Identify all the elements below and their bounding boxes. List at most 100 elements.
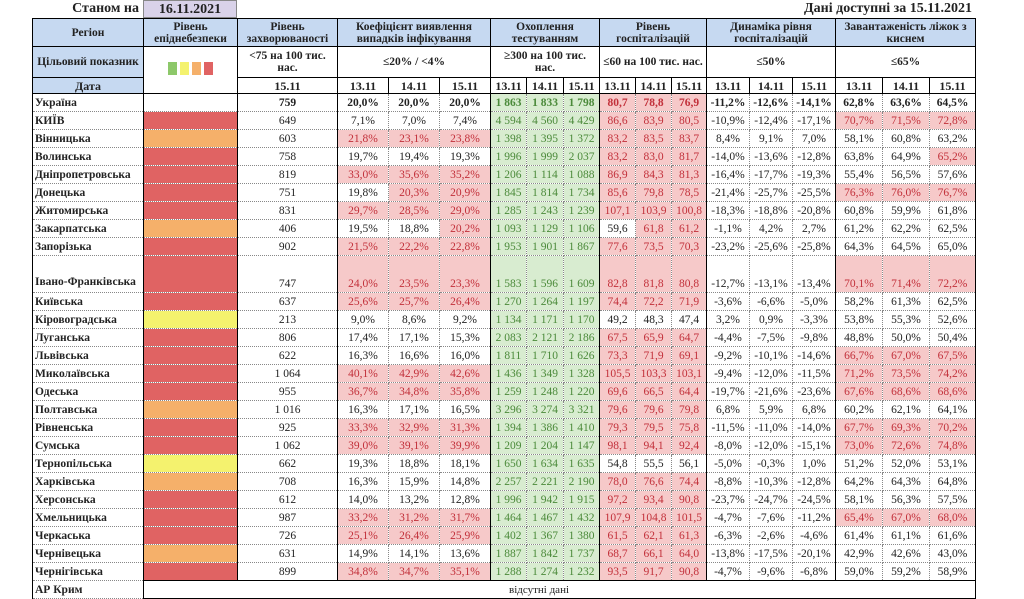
hosp-value: 49,2 xyxy=(599,310,636,329)
beds-value: 64,9% xyxy=(882,147,930,166)
hosp-value: 80,5 xyxy=(671,111,707,130)
incidence-rate: 1 062 xyxy=(237,436,338,455)
coef-value: 33,0% xyxy=(337,165,389,184)
beds-value: 61,8% xyxy=(929,201,976,220)
hosp-value: 98,1 xyxy=(599,436,636,455)
as-of-label: Станом на xyxy=(72,1,139,16)
coef-value: 42,9% xyxy=(388,364,440,383)
hosp-value: 100,8 xyxy=(671,201,707,220)
epidemic-level-indicator xyxy=(143,562,238,581)
beds-value: 68,0% xyxy=(929,508,976,527)
date-coef: 15.11 xyxy=(439,77,491,94)
test-value: 1 243 xyxy=(526,201,564,220)
incidence-rate: 751 xyxy=(237,183,338,202)
dyn-value: -13,1% xyxy=(749,255,793,293)
test-value: 1 197 xyxy=(563,292,600,311)
dyn-value: -24,7% xyxy=(749,490,793,509)
dyn-value: -9,6% xyxy=(749,562,793,581)
test-value: 1 842 xyxy=(526,544,564,563)
hosp-value: 67,5 xyxy=(599,328,636,347)
coef-value: 15,9% xyxy=(388,472,440,491)
table-row: Івано-Франківська 747 24,0% 23,5% 23,3% 1 583… xyxy=(32,255,976,293)
coef-value: 20,0% xyxy=(388,93,440,112)
hosp-value: 47,4 xyxy=(671,310,707,329)
coef-value: 20,0% xyxy=(439,93,491,112)
dyn-value: 9,1% xyxy=(749,129,793,148)
dyn-value: -12,8% xyxy=(792,147,836,166)
hosp-value: 56,1 xyxy=(671,454,707,473)
beds-value: 55,3% xyxy=(882,310,930,329)
hosp-value: 78,5 xyxy=(671,183,707,202)
level-swatch xyxy=(204,62,213,75)
test-value: 4 594 xyxy=(490,111,527,130)
dyn-value: -11,2% xyxy=(792,508,836,527)
hosp-value: 73,3 xyxy=(599,346,636,365)
beds-value: 64,5% xyxy=(929,93,976,112)
hosp-value: 65,9 xyxy=(635,328,672,347)
hosp-value: 94,1 xyxy=(635,436,672,455)
test-value: 1 209 xyxy=(490,436,527,455)
hosp-value: 83,2 xyxy=(599,129,636,148)
dyn-value: -12,7% xyxy=(706,255,750,293)
incidence-rate: 1 064 xyxy=(237,364,338,383)
dyn-value: -23,2% xyxy=(706,237,750,256)
dyn-value: -20,8% xyxy=(792,201,836,220)
region-name: Львівська xyxy=(32,346,144,365)
dyn-value: -11,5% xyxy=(792,364,836,383)
col-dyn: Динаміка рівня госпіталізацій xyxy=(706,18,836,47)
dyn-value: -1,1% xyxy=(706,219,750,238)
test-value: 1 650 xyxy=(490,454,527,473)
coef-value: 35,2% xyxy=(439,165,491,184)
test-value: 1 583 xyxy=(490,255,527,293)
beds-value: 63,6% xyxy=(882,93,930,112)
beds-value: 68,6% xyxy=(882,382,930,401)
col-test: Охоплення тестуванням xyxy=(490,18,600,47)
table-row: Одеська 955 36,7% 34,8% 35,8% 1 259 1 248 1 220… xyxy=(32,382,976,401)
coef-value: 19,3% xyxy=(337,454,389,473)
beds-value: 58,2% xyxy=(835,292,883,311)
hosp-value: 83,5 xyxy=(635,129,672,148)
beds-value: 58,1% xyxy=(835,490,883,509)
epidemic-level-indicator xyxy=(143,382,238,401)
beds-value: 53,1% xyxy=(929,454,976,473)
dyn-value: -15,1% xyxy=(792,436,836,455)
hosp-value: 81,3 xyxy=(671,165,707,184)
coef-value: 39,0% xyxy=(337,436,389,455)
dyn-value: -14,6% xyxy=(792,346,836,365)
beds-value: 50,0% xyxy=(882,328,930,347)
date-test: 14.11 xyxy=(526,77,564,94)
hosp-value: 90,8 xyxy=(671,490,707,509)
beds-value: 71,2% xyxy=(835,364,883,383)
dyn-value: -8,8% xyxy=(706,472,750,491)
hosp-value: 73,5 xyxy=(635,237,672,256)
coef-value: 29,7% xyxy=(337,201,389,220)
hosp-value: 93,4 xyxy=(635,490,672,509)
hosp-value: 70,3 xyxy=(671,237,707,256)
col-coef: Коефіцієнт виявлення випадків інфікуванн… xyxy=(337,18,491,47)
beds-value: 71,5% xyxy=(882,111,930,130)
epidemic-level-indicator xyxy=(143,544,238,563)
coef-value: 25,7% xyxy=(388,292,440,311)
table-row: Рівненська 925 33,3% 32,9% 31,3% 1 394 1 386 1 … xyxy=(32,418,976,437)
incidence-rate: 747 xyxy=(237,255,338,293)
beds-value: 62,8% xyxy=(835,93,883,112)
coef-value: 33,2% xyxy=(337,508,389,527)
target-test: ≥300 на 100 тис. нас. xyxy=(490,46,600,78)
dyn-value: 4,2% xyxy=(749,219,793,238)
coef-value: 19,8% xyxy=(337,183,389,202)
beds-value: 72,8% xyxy=(929,111,976,130)
epidemic-level-indicator xyxy=(143,237,238,256)
dyn-value: -18,8% xyxy=(749,201,793,220)
test-value: 1 398 xyxy=(490,129,527,148)
coef-value: 18,8% xyxy=(388,219,440,238)
test-value: 1 634 xyxy=(526,454,564,473)
hosp-value: 59,6 xyxy=(599,219,636,238)
test-value: 1 867 xyxy=(563,237,600,256)
target-dyn: ≤50% xyxy=(706,46,836,78)
beds-value: 59,9% xyxy=(882,201,930,220)
dyn-value: -11,2% xyxy=(706,93,750,112)
incidence-rate: 637 xyxy=(237,292,338,311)
test-value: 1 114 xyxy=(526,165,564,184)
coef-value: 13,6% xyxy=(439,544,491,563)
coef-value: 14,0% xyxy=(337,490,389,509)
